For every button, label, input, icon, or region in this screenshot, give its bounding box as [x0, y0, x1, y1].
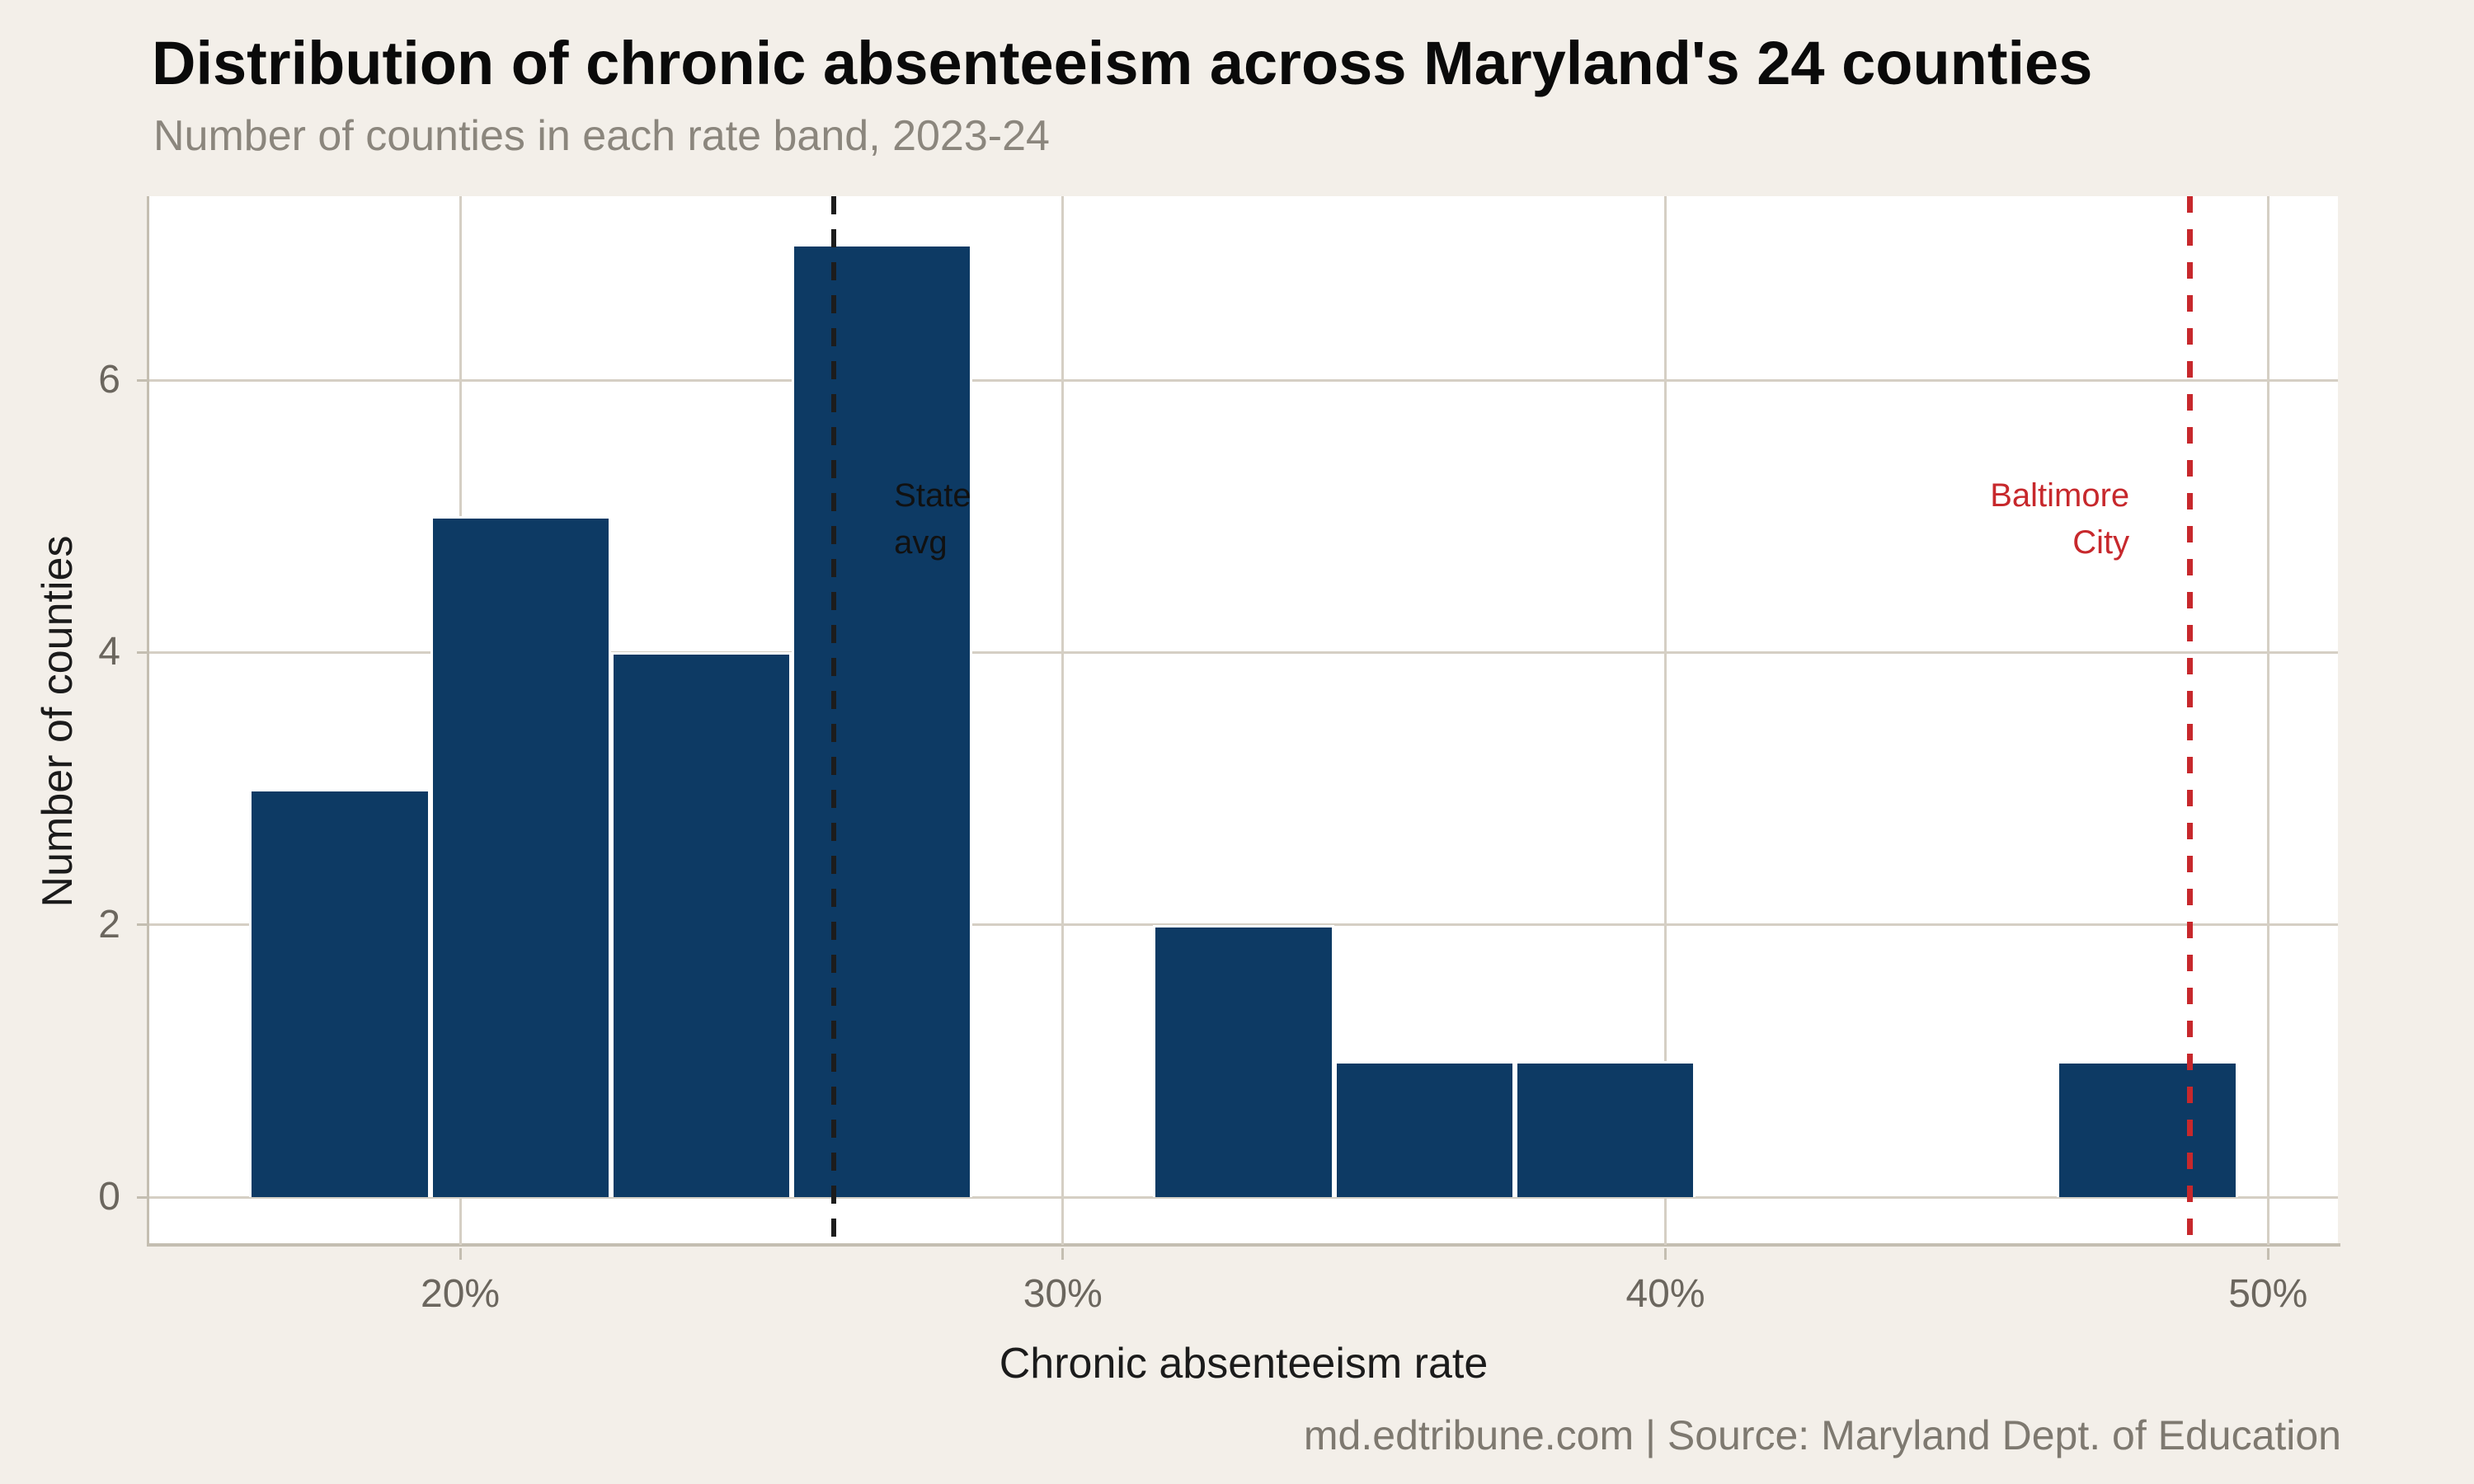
chart-subtitle: Number of counties in each rate band, 20…	[153, 112, 1050, 160]
chart-title: Distribution of chronic absenteeism acro…	[152, 29, 2093, 97]
y-tick-mark	[137, 923, 149, 927]
state-avg-label: State avg	[894, 477, 971, 561]
y-tick-label: 0	[98, 1175, 120, 1219]
histogram-bar	[1153, 924, 1334, 1198]
chart-caption: md.edtribune.com | Source: Maryland Dept…	[1303, 1412, 2341, 1458]
x-tick-mark	[1061, 1248, 1065, 1260]
x-axis-line	[147, 1243, 2340, 1247]
h-gridline	[149, 650, 2338, 654]
histogram-bar	[249, 788, 430, 1198]
y-tick-label: 4	[98, 630, 120, 674]
x-tick-label: 20%	[421, 1272, 501, 1316]
y-tick-label: 2	[98, 902, 120, 946]
v-gridline	[1664, 196, 1667, 1245]
baltimore-city-line	[2186, 196, 2193, 1245]
histogram-bar	[430, 516, 611, 1198]
plot-panel: 0 2 4 6 20% 30% 40% 50% State avg Baltimore City	[98, 196, 2338, 1316]
x-tick-label: 40%	[1625, 1272, 1705, 1316]
v-gridline	[2266, 196, 2269, 1245]
h-gridline	[149, 378, 2338, 382]
histogram-bar	[1514, 1060, 1696, 1198]
y-tick-label: 6	[98, 358, 120, 402]
x-tick-label: 30%	[1023, 1272, 1103, 1316]
y-tick-mark	[137, 1195, 149, 1199]
y-tick-mark	[137, 378, 149, 382]
y-axis-title: Number of counties	[34, 535, 82, 908]
baltimore-city-label: Baltimore City	[1990, 477, 2130, 561]
state-avg-line	[831, 196, 837, 1245]
x-tick-mark	[459, 1248, 462, 1260]
v-gridline	[1061, 196, 1065, 1245]
y-tick-mark	[137, 650, 149, 654]
histogram-bar	[1333, 1060, 1515, 1198]
histogram-bar	[610, 652, 792, 1198]
histogram-bar	[2057, 1060, 2238, 1198]
x-tick-mark	[1664, 1248, 1667, 1260]
x-tick-label: 50%	[2228, 1272, 2308, 1316]
x-axis-title: Chronic absenteeism rate	[999, 1340, 1489, 1388]
h-gridline	[149, 1195, 2338, 1199]
y-axis-line	[147, 196, 149, 1245]
histogram-bar	[791, 243, 973, 1198]
x-tick-mark	[2266, 1248, 2269, 1260]
